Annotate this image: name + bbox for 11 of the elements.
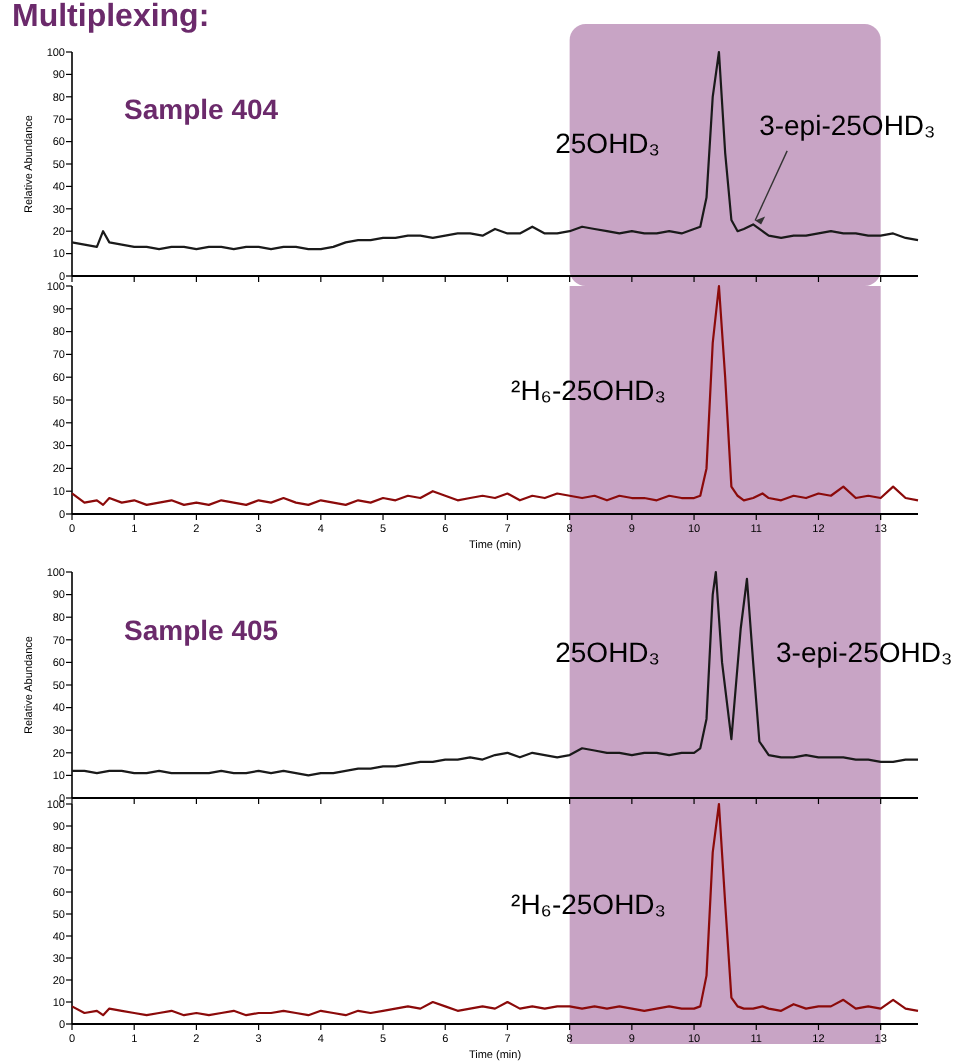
- annotation: 25OHD₃: [555, 126, 660, 159]
- line-series: [70, 802, 920, 1017]
- annotation: 3-epi-25OHD₃: [759, 108, 936, 141]
- annotation: 25OHD₃: [555, 636, 660, 669]
- line-series: [70, 284, 920, 506]
- annotation: ²H₆-25OHD₃: [511, 374, 666, 406]
- annotation: 3-epi-25OHD₃: [776, 636, 953, 669]
- chart-title: Multiplexing:: [12, 0, 210, 34]
- annotation: ²H₆-25OHD₃: [511, 888, 666, 920]
- annotation: Sample 405: [124, 613, 279, 646]
- annotation: Sample 404: [124, 93, 279, 126]
